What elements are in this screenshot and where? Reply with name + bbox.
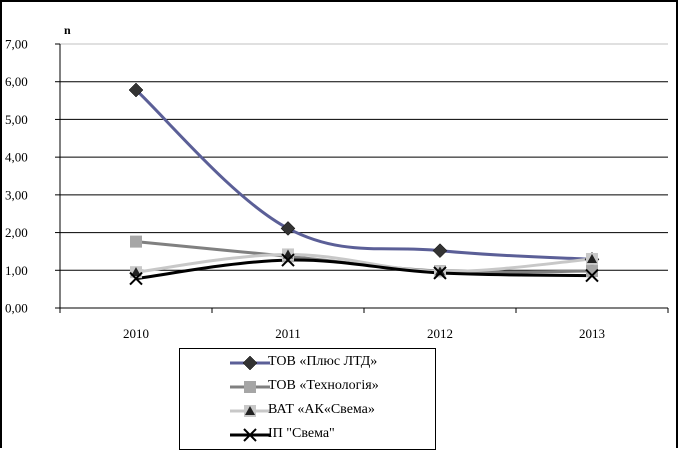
x-tick-label: 2011 xyxy=(275,326,301,341)
y-axis-unit-label: n xyxy=(64,23,71,37)
x-tick-labels: 2010 2011 2012 2013 xyxy=(123,326,605,341)
y-tick-labels: 0,00 1,00 2,00 3,00 4,00 5,00 6,00 7,00 xyxy=(5,37,28,316)
series-4-point xyxy=(585,268,599,283)
y-tick-label: 0,00 xyxy=(5,301,28,316)
marker-x-stroke xyxy=(243,428,257,442)
legend-marker xyxy=(243,428,257,442)
series-1-point xyxy=(280,221,296,236)
x-tick-label: 2013 xyxy=(579,326,605,341)
x-tick-label: 2010 xyxy=(123,326,149,341)
legend-swatch-series-4 xyxy=(230,428,270,442)
legend-label-series-4: ІП "Свема" xyxy=(268,426,335,441)
y-tick-label: 7,00 xyxy=(5,37,28,52)
legend-marker xyxy=(242,355,258,371)
series-4-point xyxy=(433,266,447,280)
series-2-point xyxy=(586,265,598,278)
legend-marker xyxy=(244,405,256,417)
legend-label-series-1: ТОВ «Плюс ЛТД» xyxy=(268,354,378,369)
legend-swatch-series-3 xyxy=(230,405,270,417)
y-tick-label: 2,00 xyxy=(5,225,28,240)
legend-marker xyxy=(244,381,256,393)
legend-swatch-series-1 xyxy=(230,355,270,371)
marker-x-stroke xyxy=(433,266,447,280)
series-3-point xyxy=(282,248,294,261)
series-4-point xyxy=(129,271,143,286)
series-line-4 xyxy=(135,258,593,281)
axes xyxy=(59,44,669,313)
series-line-1 xyxy=(134,88,593,261)
series-4-point xyxy=(281,253,295,267)
series-2-point xyxy=(130,235,142,248)
x-tick-label: 2012 xyxy=(427,326,453,341)
series-3-point xyxy=(130,266,142,279)
series-3-point xyxy=(586,252,598,265)
legend-item-series-4: ІП "Свема" xyxy=(180,423,435,447)
marker-triangle xyxy=(245,406,255,415)
marker-triangle xyxy=(587,253,597,263)
y-tick-label: 4,00 xyxy=(5,150,28,165)
gridlines xyxy=(55,43,668,309)
marker-x-stroke xyxy=(281,253,295,267)
marker-x-stroke xyxy=(129,271,143,286)
legend-item-series-3: ВАТ «АК«Свема» xyxy=(180,399,435,423)
y-tick-label: 3,00 xyxy=(5,187,28,202)
marker-triangle xyxy=(435,266,445,276)
legend-swatch-series-2 xyxy=(230,381,270,393)
legend: ТОВ «Плюс ЛТД» ТОВ «Технологія» ВАТ «АК«… xyxy=(179,348,436,450)
series-lines xyxy=(128,82,600,286)
series-1-point xyxy=(432,243,448,259)
y-tick-label: 1,00 xyxy=(5,263,28,278)
y-tick-label: 5,00 xyxy=(5,112,28,127)
marker-triangle xyxy=(131,267,141,277)
marker-x-stroke xyxy=(585,268,599,283)
y-tick-label: 6,00 xyxy=(5,74,28,89)
series-line-3 xyxy=(135,252,593,274)
legend-label-series-2: ТОВ «Технологія» xyxy=(268,378,379,393)
legend-label-series-3: ВАТ «АК«Свема» xyxy=(268,402,375,417)
legend-item-series-1: ТОВ «Плюс ЛТД» xyxy=(180,351,435,375)
series-1-point xyxy=(128,82,144,98)
series-3-point xyxy=(434,265,446,278)
legend-item-series-2: ТОВ «Технологія» xyxy=(180,375,435,399)
